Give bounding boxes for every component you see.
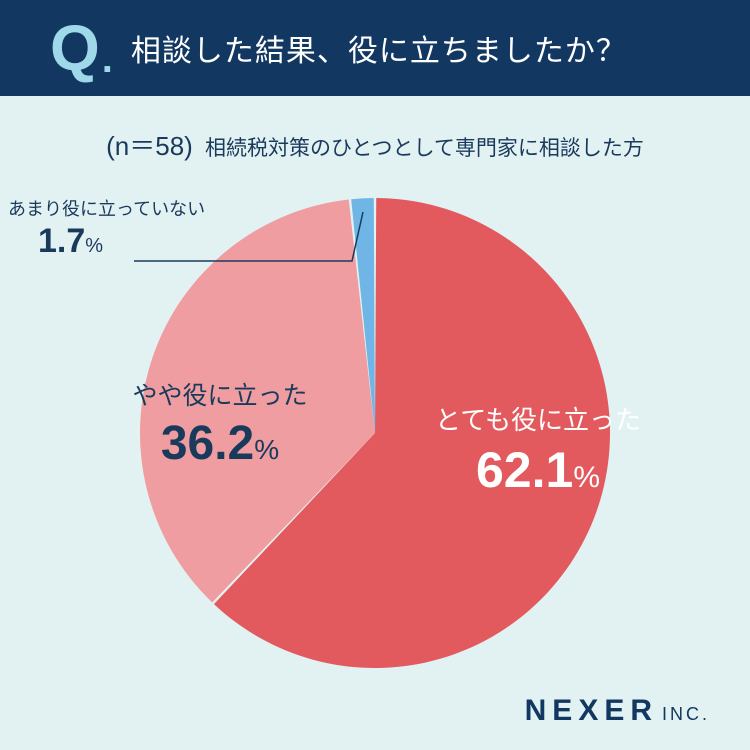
slice-name: あまり役に立っていない — [8, 199, 218, 221]
question-text: 相談した結果、役に立ちましたか？ — [131, 26, 627, 70]
slice-name: やや役に立った — [110, 381, 330, 411]
brand-suffix: INC. — [662, 704, 710, 724]
slice-percent: 62.1 — [476, 442, 573, 498]
brand-name: NEXER — [525, 694, 658, 727]
slice-label-somewhat-helpful: やや役に立った 36.2% — [110, 381, 330, 473]
percent-unit: % — [573, 461, 600, 494]
q-letter: Q — [50, 11, 98, 85]
percent-unit: % — [85, 235, 103, 257]
sample-size: (n＝58) — [106, 131, 193, 161]
q-dot: . — [102, 37, 113, 96]
slice-percent: 1.7 — [38, 222, 85, 260]
question-header: Q . 相談した結果、役に立ちましたか？ — [0, 0, 750, 96]
slice-label-not-helpful: あまり役に立っていない 1.7% — [8, 199, 218, 261]
pie-chart-area: とても役に立った 62.1% やや役に立った 36.2% あまり役に立っていない… — [0, 163, 750, 683]
footer-brand: NEXERINC. — [525, 694, 710, 728]
slice-label-very-helpful: とても役に立った 62.1% — [408, 405, 668, 500]
subtitle: (n＝58) 相続税対策のひとつとして専門家に相談した方 — [0, 126, 750, 163]
percent-unit: % — [254, 434, 279, 465]
slice-percent: 36.2 — [161, 417, 254, 470]
slice-name: とても役に立った — [408, 405, 668, 436]
subtitle-text: 相続税対策のひとつとして専門家に相談した方 — [205, 137, 644, 160]
